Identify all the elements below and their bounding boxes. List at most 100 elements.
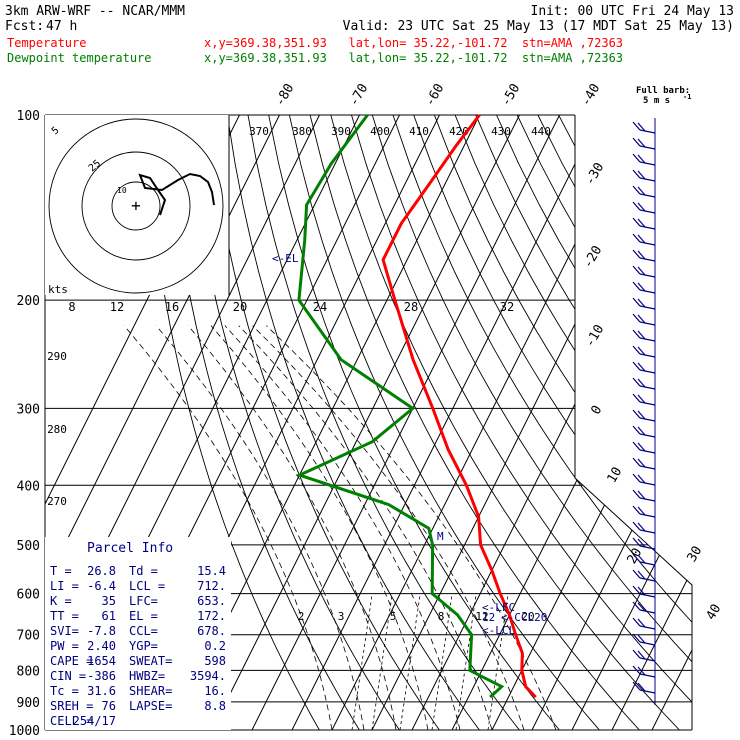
moist-adiabat — [155, 325, 365, 730]
dry-adiabat — [537, 115, 692, 730]
wind-barb — [632, 505, 656, 518]
mixing-ratio-label-12: 12 — [475, 610, 488, 623]
wind-barb — [632, 297, 656, 310]
hodograph-inset: + 25 5 10 kts — [45, 115, 230, 296]
wind-barb — [632, 121, 656, 134]
wind-barb — [632, 201, 656, 214]
barb-flag — [632, 217, 641, 227]
barb-shaft — [639, 449, 656, 454]
dry-adiabat — [330, 115, 680, 730]
isotherm-line — [411, 115, 692, 730]
hodograph-trace — [138, 172, 215, 216]
barb-flag — [632, 665, 641, 675]
barb-shaft — [639, 529, 656, 534]
isotherm-label--70: -70 — [347, 81, 372, 109]
dry-adiabat — [309, 115, 640, 730]
hodograph-scale-label-32: 32 — [500, 300, 514, 314]
barb-flag — [632, 265, 641, 275]
hodograph-scale-label-20: 20 — [233, 300, 247, 314]
barb-flag — [637, 682, 646, 692]
barb-shaft — [639, 177, 656, 182]
isentrope-label-400: 400 — [370, 125, 390, 138]
isentrope-label-410: 410 — [409, 125, 429, 138]
wind-barb — [632, 521, 656, 534]
parcel-cell: 76 — [102, 699, 116, 713]
parcel-cell: 35 — [102, 594, 116, 608]
barb-flag — [637, 202, 646, 212]
hodograph-scale-labels: 8 12 16 20 24 28 32 — [68, 300, 514, 314]
barb-flag — [632, 409, 641, 419]
parcel-cell: Tc = — [50, 684, 79, 698]
barb-flag — [637, 154, 646, 164]
hodograph-ring-large — [48, 118, 224, 294]
barb-flag — [632, 137, 641, 147]
lfc-marker: <-LFC — [482, 601, 515, 614]
isotherm-label--60: -60 — [423, 81, 448, 109]
barb-shaft — [639, 417, 656, 422]
hodograph-scale-label-12: 12 — [110, 300, 124, 314]
isotherm-line — [331, 115, 640, 730]
dewpoint-location: x,y=369.38,351.93 lat,lon= 35.22,-101.72… — [204, 51, 623, 65]
parcel-cell: 3594. — [190, 669, 226, 683]
wind-barb — [632, 489, 656, 502]
barb-flag — [637, 298, 646, 308]
moist-adiabat — [266, 325, 557, 730]
barb-flag — [632, 393, 641, 403]
wind-barb — [632, 457, 656, 470]
parcel-cell: 678. — [197, 624, 226, 638]
isentrope-label-290: 290 — [47, 350, 67, 363]
barb-flag — [632, 457, 641, 467]
ccl-marker-prefix: 12 — [482, 611, 495, 624]
parcel-cell: 16. — [204, 684, 226, 698]
barb-shaft — [639, 289, 656, 294]
pressure-label-900: 900 — [17, 696, 40, 711]
barb-shaft — [639, 401, 656, 406]
barb-shaft — [639, 497, 656, 502]
parcel-info-box: Parcel Info T = 26.8 Td = 15.4 LI = -6.4 LCL =… — [45, 537, 231, 730]
parcel-cell: K = — [50, 594, 72, 608]
barb-flag — [632, 121, 641, 131]
mixing-ratio-line — [431, 593, 453, 730]
barb-shaft — [639, 481, 656, 486]
barb-shaft — [639, 353, 656, 358]
barb-flag — [632, 569, 641, 579]
parcel-cell: LAPSE= — [129, 699, 172, 713]
parcel-cell: CCL= — [129, 624, 158, 638]
dry-adiabat — [247, 115, 520, 730]
barb-shaft — [639, 561, 656, 566]
barb-flag — [632, 601, 641, 611]
barb-shaft — [639, 641, 656, 646]
barb-flag — [637, 570, 646, 580]
parcel-cell: 15.4 — [197, 564, 226, 578]
parcel-cell: 254/17 — [73, 714, 116, 728]
isotherm-line — [251, 115, 560, 730]
dewpoint-legend: Dewpoint temperature — [7, 51, 152, 65]
barb-flag — [632, 297, 641, 307]
wind-barb — [632, 361, 656, 374]
m-marker: M — [437, 530, 444, 543]
moist-adiabat — [224, 325, 461, 730]
barb-flag — [632, 537, 641, 547]
barb-flag — [637, 474, 646, 484]
parcel-cell: LI = — [50, 579, 79, 593]
barb-flag — [632, 681, 641, 691]
barb-flag — [637, 394, 646, 404]
isotherm-label--30: -30 — [583, 160, 608, 188]
pressure-label-300: 300 — [17, 402, 40, 417]
wind-barb — [632, 185, 656, 198]
barb-shaft — [639, 609, 656, 614]
dry-adiabat — [351, 115, 692, 730]
barb-shaft — [639, 689, 656, 694]
mixing-ratio-line — [487, 593, 509, 730]
fcst-value: 47 h — [46, 19, 77, 34]
dry-adiabat — [206, 115, 440, 730]
barb-flag — [637, 458, 646, 468]
barb-flag — [637, 426, 646, 436]
parcel-cell: LFC= — [129, 594, 158, 608]
isotherm-tick-labels: -80 -70 -60 -50 -40 -30 -20 -10 0 10 20 30 40 — [273, 81, 725, 622]
wind-barb — [632, 537, 656, 550]
barb-flag — [637, 170, 646, 180]
barb-flag — [632, 521, 641, 531]
temperature-curve — [381, 114, 537, 699]
